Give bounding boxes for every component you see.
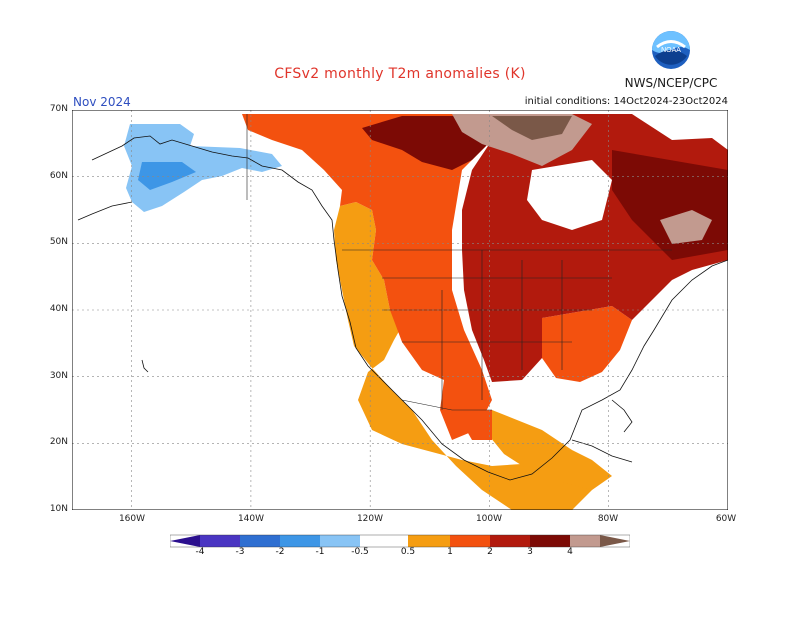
colorbar-label: 1 <box>447 547 453 557</box>
colorbar-label: 3 <box>527 547 533 557</box>
lat-label: 50N <box>49 237 68 247</box>
colorbar-label: 2 <box>487 547 493 557</box>
coastlines <box>77 135 728 481</box>
anomaly-region-southeast <box>542 306 632 382</box>
lat-label: 60N <box>49 171 68 181</box>
initial-conditions: initial conditions: 14Oct2024-23Oct2024 <box>524 96 728 107</box>
lat-label: 70N <box>49 104 68 114</box>
anomaly-region-mexico <box>486 410 612 490</box>
lat-label: 40N <box>49 304 68 314</box>
lon-label: 60W <box>715 514 737 524</box>
svg-text:NOAA: NOAA <box>661 47 681 54</box>
anomaly-region-orange <box>334 202 592 510</box>
colorbar-label: -2 <box>275 547 285 557</box>
lat-label: 20N <box>49 437 68 447</box>
anomaly-region-mexico-red <box>456 410 492 440</box>
anomaly-region-cool <box>124 124 282 212</box>
anomaly-region-brown3 <box>660 210 712 244</box>
forecast-month: Nov 2024 <box>73 95 131 109</box>
colorbar-label: 0.5 <box>400 547 416 557</box>
hudson-bay <box>527 160 612 230</box>
colorbar-label: -0.5 <box>351 547 369 557</box>
noaa-logo: NOAA <box>652 31 690 69</box>
anomaly-region-brown2 <box>492 116 572 140</box>
lon-label: 80W <box>597 514 619 524</box>
gridlines <box>72 110 728 510</box>
anomaly-region-cool2 <box>138 162 196 190</box>
colorbar <box>170 534 630 548</box>
colorbar-label: 4 <box>567 547 573 557</box>
lat-label: 10N <box>49 504 68 514</box>
lon-label: 140W <box>237 514 265 524</box>
map-title: CFSv2 monthly T2m anomalies (K) <box>274 66 526 82</box>
anomaly-region-red-orange <box>242 114 502 440</box>
colorbar-label: -1 <box>315 547 325 557</box>
anomaly-region-deep-red <box>362 116 492 170</box>
lat-label: 30N <box>49 371 68 381</box>
anomaly-map <box>72 110 728 510</box>
lon-label: 160W <box>118 514 146 524</box>
lon-label: 100W <box>475 514 503 524</box>
agency-label: NWS/NCEP/CPC <box>624 76 718 90</box>
lon-label: 120W <box>356 514 384 524</box>
colorbar-label: -4 <box>195 547 205 557</box>
colorbar-label: -3 <box>235 547 245 557</box>
